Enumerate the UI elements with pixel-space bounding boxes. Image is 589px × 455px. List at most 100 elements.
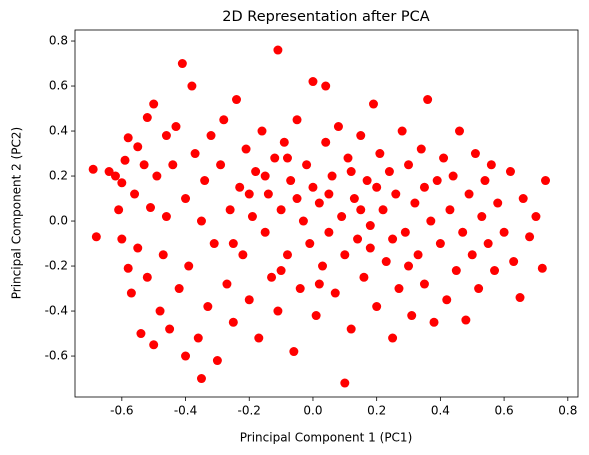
y-tick-label: 0.0 xyxy=(49,214,68,228)
point xyxy=(145,203,155,213)
x-tick-label: 0.2 xyxy=(367,404,386,418)
point xyxy=(340,250,350,260)
point xyxy=(171,122,181,132)
point xyxy=(270,153,280,163)
point xyxy=(305,239,315,249)
plot-frame xyxy=(74,29,579,398)
point xyxy=(196,216,206,226)
point xyxy=(142,113,152,123)
point xyxy=(311,311,321,321)
point xyxy=(483,239,493,249)
point xyxy=(343,153,353,163)
point xyxy=(203,302,213,312)
point xyxy=(235,182,245,192)
point xyxy=(110,171,120,181)
point xyxy=(88,164,98,174)
point xyxy=(416,144,426,154)
point xyxy=(187,81,197,91)
point xyxy=(490,266,500,276)
point xyxy=(470,149,480,159)
point xyxy=(518,194,528,204)
point xyxy=(346,167,356,177)
point xyxy=(260,171,270,181)
x-tick-label: -0.6 xyxy=(110,404,133,418)
point xyxy=(263,189,273,199)
chart-title: 2D Representation after PCA xyxy=(222,9,430,25)
point xyxy=(439,153,449,163)
point xyxy=(314,198,324,208)
point xyxy=(505,167,515,177)
point xyxy=(486,160,496,170)
point xyxy=(241,144,251,154)
point xyxy=(196,374,206,384)
point xyxy=(391,189,401,199)
point xyxy=(499,227,509,237)
point xyxy=(388,234,398,244)
point xyxy=(206,131,216,141)
point xyxy=(181,351,191,361)
point xyxy=(165,324,175,334)
point xyxy=(381,257,391,267)
x-tick-label: 0.8 xyxy=(558,404,577,418)
point xyxy=(251,167,261,177)
y-tick-label: -0.6 xyxy=(45,349,68,363)
point xyxy=(308,77,318,87)
point xyxy=(289,347,299,357)
point xyxy=(330,288,340,298)
point xyxy=(152,171,162,181)
point xyxy=(232,95,242,105)
point xyxy=(372,302,382,312)
point xyxy=(388,333,398,343)
y-tick-label: 0.2 xyxy=(49,169,68,183)
point xyxy=(228,317,238,327)
point xyxy=(394,284,404,294)
point xyxy=(454,126,464,136)
x-axis-label: Principal Component 1 (PC1) xyxy=(240,431,413,445)
x-tick-label: 0.0 xyxy=(303,404,322,418)
point xyxy=(419,182,429,192)
point xyxy=(458,227,468,237)
point xyxy=(257,126,267,136)
point xyxy=(168,160,178,170)
point xyxy=(362,176,372,186)
point xyxy=(184,261,194,271)
point xyxy=(244,189,254,199)
point xyxy=(91,232,101,242)
point xyxy=(541,176,551,186)
point xyxy=(133,243,143,253)
point xyxy=(372,182,382,192)
point xyxy=(378,205,388,215)
point xyxy=(419,279,429,289)
point xyxy=(375,149,385,159)
point xyxy=(276,266,286,276)
point xyxy=(404,160,414,170)
point xyxy=(337,212,347,222)
point xyxy=(365,243,375,253)
point xyxy=(133,142,143,152)
point xyxy=(340,378,350,388)
point xyxy=(480,176,490,186)
point xyxy=(349,194,359,204)
point xyxy=(368,99,378,109)
point xyxy=(410,198,420,208)
point xyxy=(423,95,433,105)
point xyxy=(461,315,471,325)
y-tick-label: 0.6 xyxy=(49,79,68,93)
point xyxy=(142,272,152,282)
point xyxy=(238,250,248,260)
point xyxy=(282,250,292,260)
point xyxy=(407,311,417,321)
point xyxy=(314,279,324,289)
point xyxy=(123,263,133,273)
y-tick-label: -0.2 xyxy=(45,259,68,273)
point xyxy=(114,205,124,215)
point xyxy=(247,212,257,222)
point xyxy=(117,178,127,188)
point xyxy=(279,137,289,147)
point xyxy=(429,317,439,327)
point xyxy=(324,189,334,199)
point xyxy=(260,227,270,237)
point xyxy=(308,182,318,192)
point xyxy=(346,324,356,334)
